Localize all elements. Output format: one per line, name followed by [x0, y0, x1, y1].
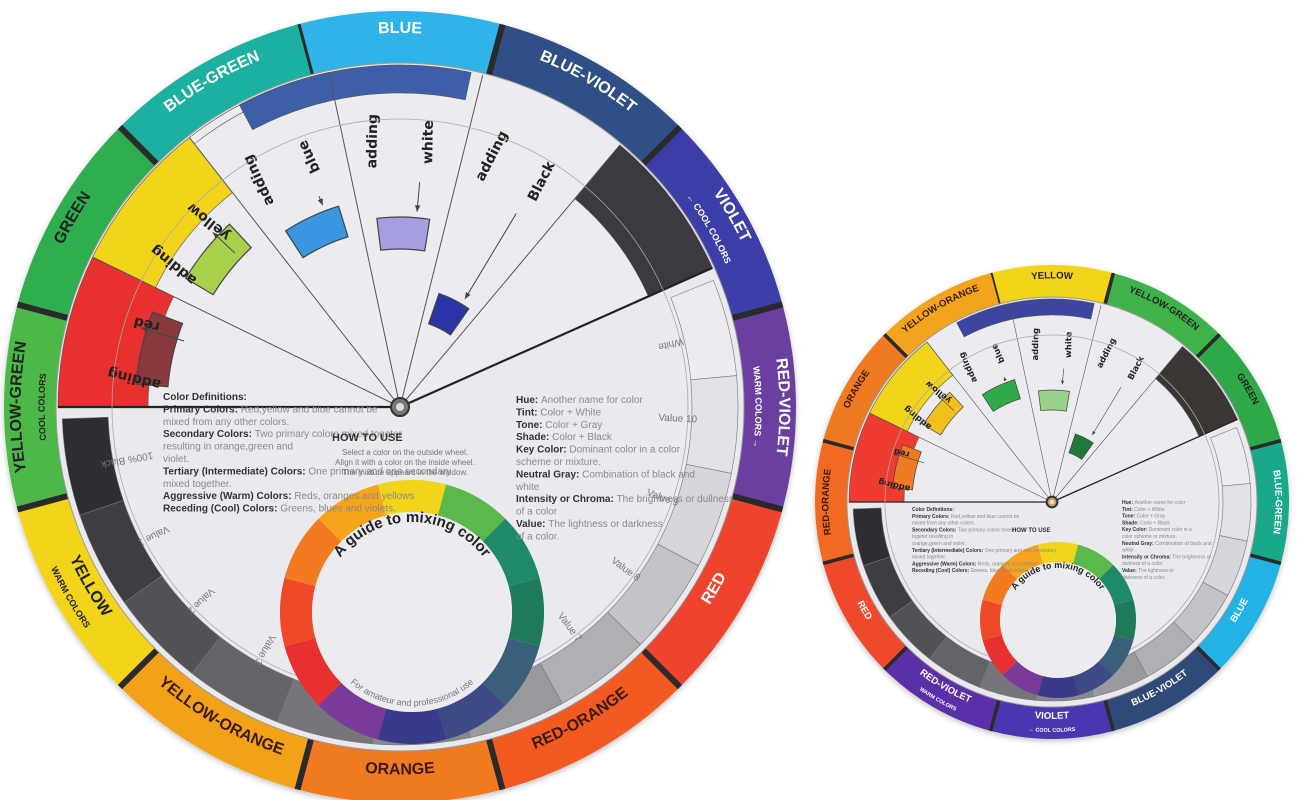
swatch: [1037, 389, 1070, 412]
segment-label: YELLOW: [1031, 270, 1074, 282]
how-to-use-line: Align it with a color on the inside whee…: [335, 458, 475, 467]
swatch: [135, 311, 184, 388]
segment-label: YELLOW-GREEN: [8, 340, 31, 474]
outer-segment-orange[interactable]: ORANGE: [297, 738, 506, 800]
outer-segment-blue-green[interactable]: BLUE-GREEN: [1249, 434, 1289, 569]
window-label-color: red: [132, 313, 161, 335]
segment-sublabel: ← COOL COLORS: [1028, 727, 1076, 734]
mixing-window-white: adding white: [1030, 328, 1074, 412]
swatch: [922, 391, 964, 436]
small-color-terms-text: Hue: Another name for color Tint: Color +…: [1122, 500, 1212, 581]
color-terms-text: Hue: Another name for color Tint: Color +…: [515, 395, 734, 542]
arrow-icon: [140, 327, 185, 342]
segment-label: VIOLET: [1034, 710, 1069, 722]
outer-segment-red[interactable]: RED: [823, 555, 909, 671]
arrow-icon: [464, 213, 517, 300]
outer-segment-violet[interactable]: VIOLET ← COOL COLORS: [990, 699, 1116, 739]
swatch: [981, 379, 1021, 412]
outer-segment-blue[interactable]: BLUE: [1196, 553, 1282, 670]
segment-label: ORANGE: [365, 760, 436, 779]
segment-sublabel: COOL COLORS: [37, 373, 49, 441]
how-to-use-line: The mixture appears in the window.: [342, 468, 468, 477]
color-definitions-text: Color Definitions: Primary Colors: Red,ye…: [163, 392, 451, 515]
segment-label: RED-VIOLET: [772, 357, 792, 457]
mixing-window-white: adding white: [364, 114, 437, 252]
swatch: [184, 223, 253, 296]
arrow-icon: [1091, 387, 1122, 436]
outer-segment-red[interactable]: RED: [643, 493, 784, 688]
small-how-to-use-title: HOW TO USE: [1012, 528, 1051, 534]
small-color-wheel[interactable]: YELLOWYELLOW-GREENGREENBLUE-GREENBLUEBLU…: [815, 265, 1289, 739]
outer-segment-orange[interactable]: ORANGE: [822, 334, 908, 451]
outer-segment-yellow-green[interactable]: YELLOW-GREEN COOL COLORS: [3, 284, 69, 531]
window-label-adding: adding: [364, 114, 381, 169]
swatch: [892, 444, 922, 491]
window-label-color: red: [893, 447, 911, 460]
gray-value-label: Value 10: [658, 413, 698, 426]
segment-sublabel: WARM COLORS →: [751, 366, 763, 449]
window-label-color: white: [1063, 331, 1073, 358]
segment-label: BLUE: [378, 20, 423, 38]
how-to-use-line: Select a color on the outside wheel.: [342, 448, 468, 457]
outer-segment-red-orange[interactable]: RED-ORANGE: [815, 434, 855, 569]
segment-label: RED-ORANGE: [820, 468, 833, 536]
window-label-color: white: [420, 120, 437, 164]
outer-segment-green[interactable]: GREEN: [16, 126, 157, 321]
segment-label: BLUE-GREEN: [1270, 469, 1283, 534]
inner-mixing-ring: A guide to mixing color: [980, 542, 1137, 699]
swatch: [284, 205, 349, 259]
window-label-adding: adding: [1030, 328, 1041, 361]
outer-segment-red-violet[interactable]: RED-VIOLET WARM COLORS →: [731, 293, 796, 521]
arrow-icon: [893, 453, 924, 464]
swatch: [427, 292, 470, 336]
swatch: [376, 216, 431, 252]
swatch: [1068, 433, 1094, 460]
how-to-use-title: HOW TO USE: [332, 432, 403, 444]
small-color-definitions-text: Color Definitions: Primary Colors: Red,ye…: [912, 507, 1057, 574]
